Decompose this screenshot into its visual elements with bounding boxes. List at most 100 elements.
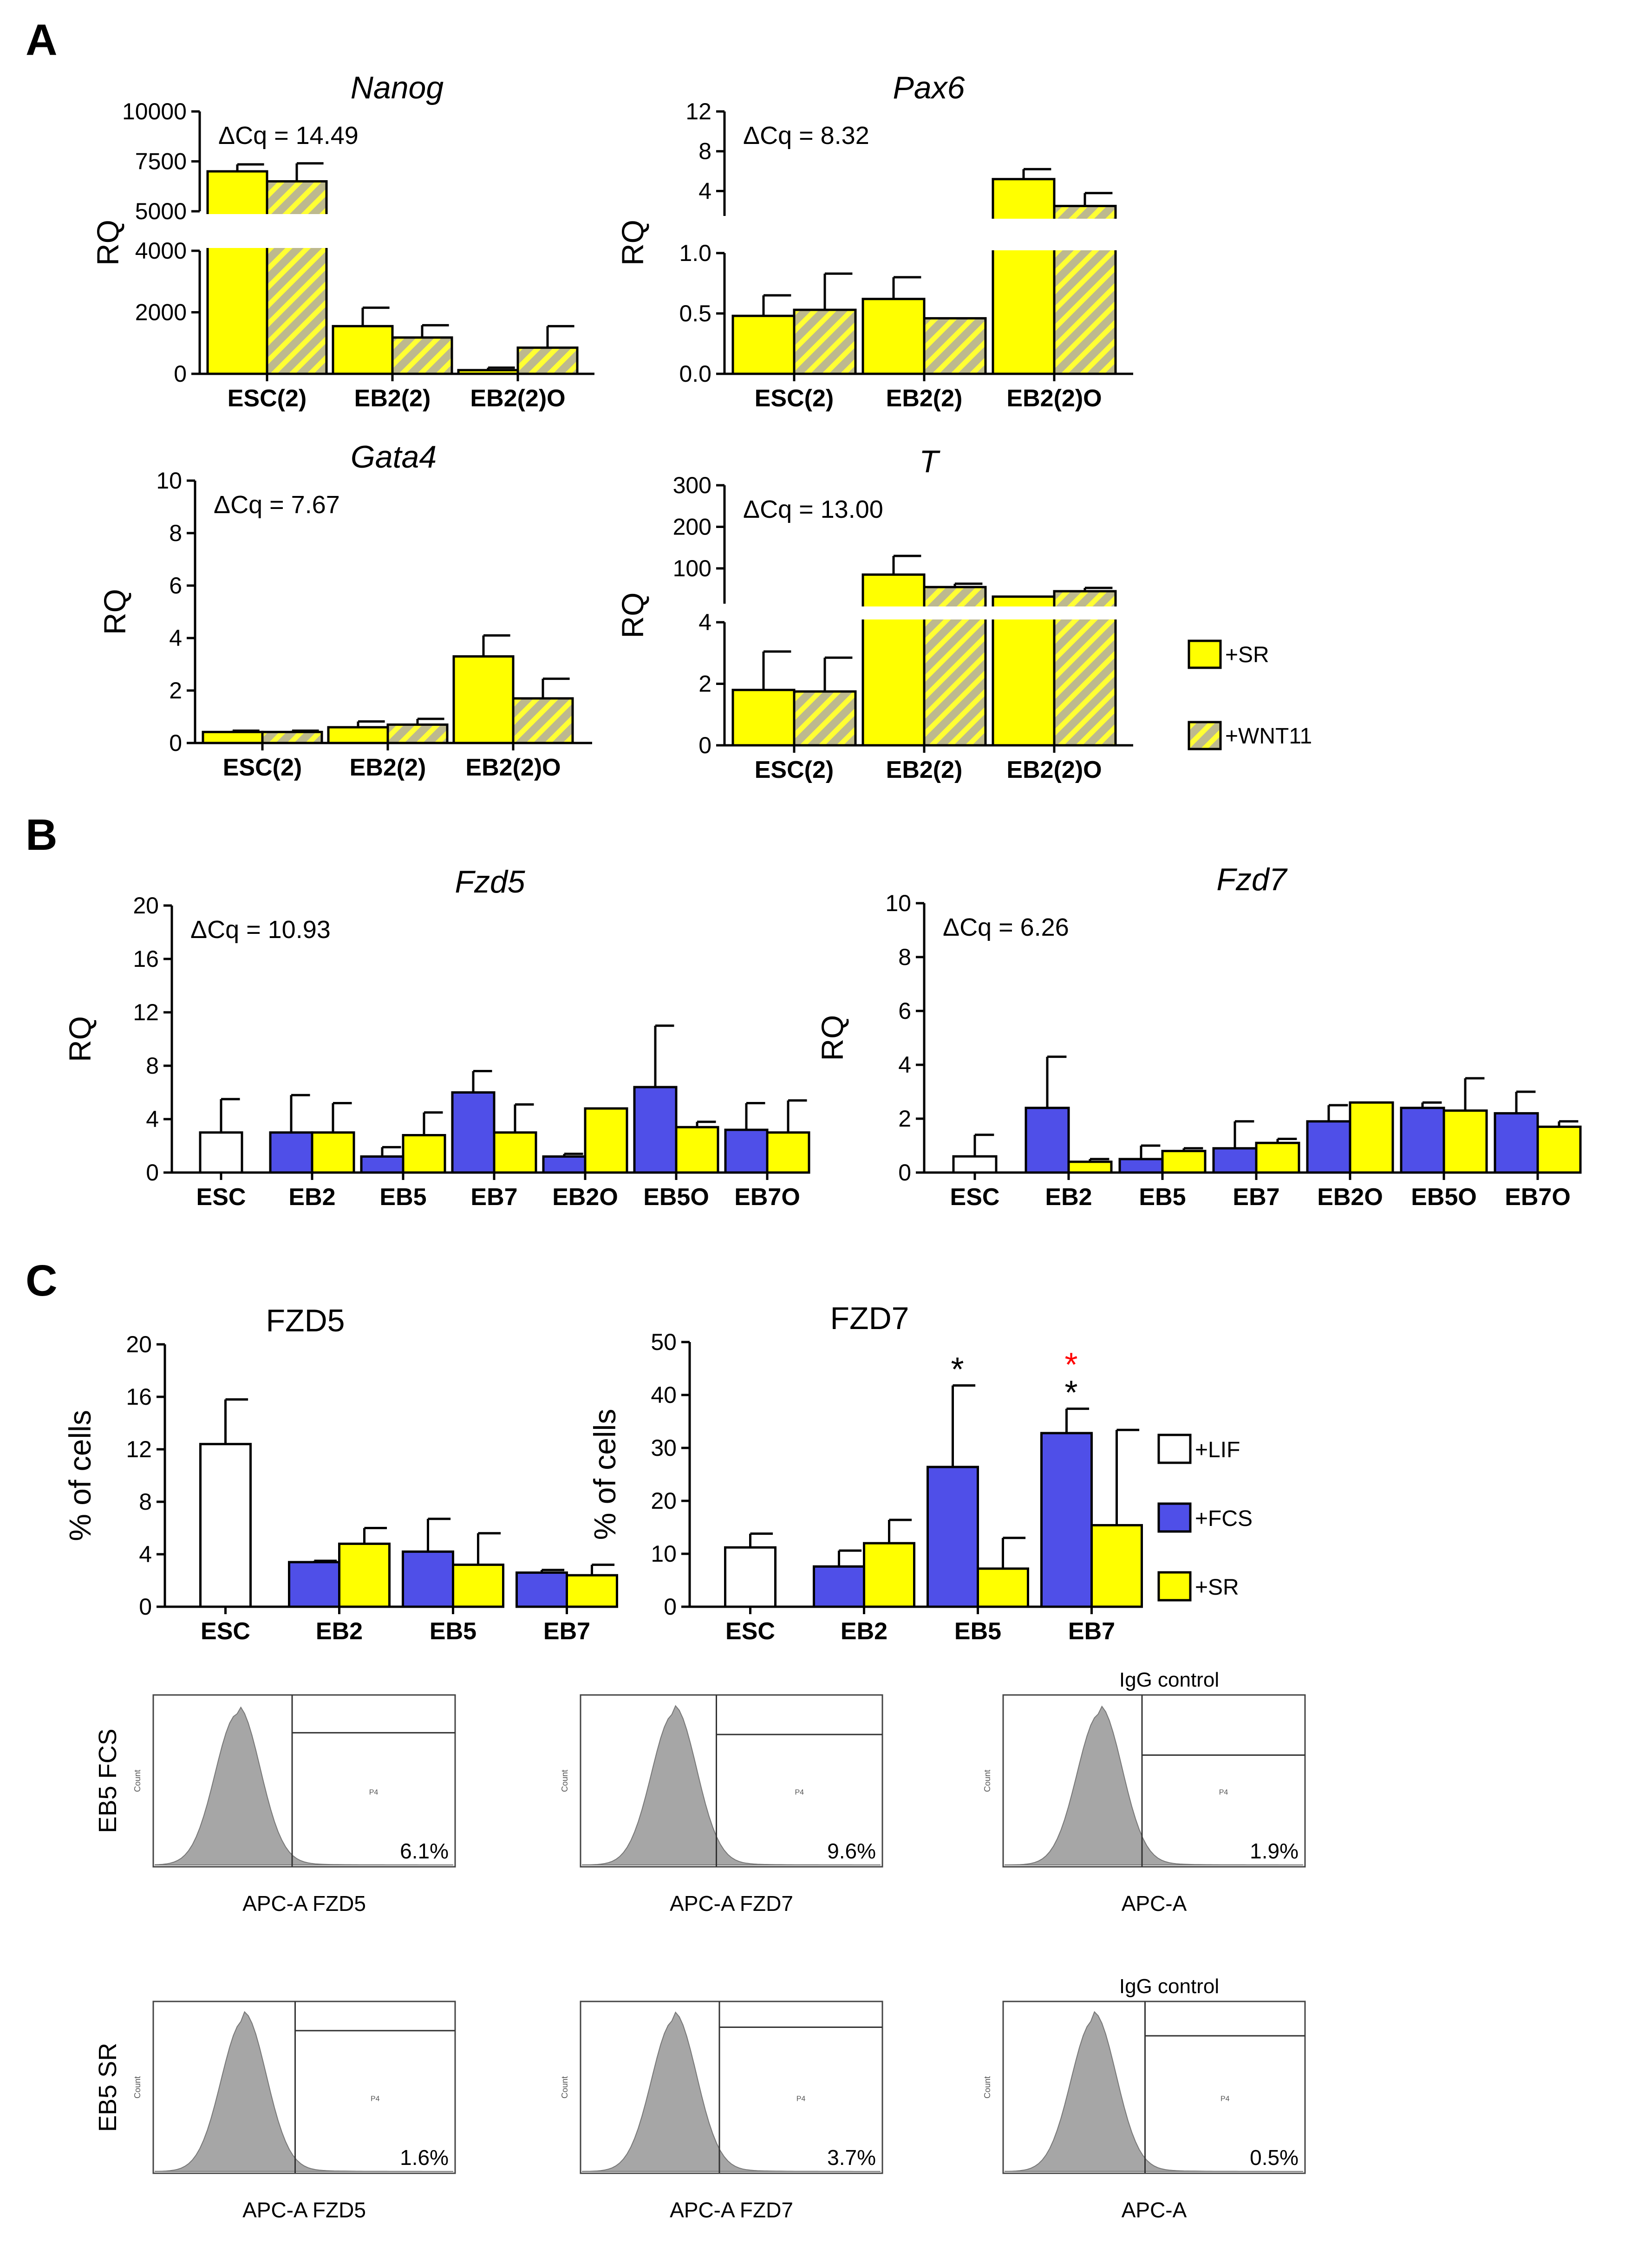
bar-eb5-yellow [1161, 1150, 1207, 1174]
bar-eb22-hatch [386, 723, 449, 744]
bar-eb22-hatch [923, 317, 987, 375]
x-tick-label: EB2(2) [886, 756, 963, 783]
axis-break-mask [726, 606, 1135, 619]
bar-eb2-yellow [338, 1542, 391, 1608]
axes-fzd5_rq: 0 4 8 12 16 20 ESC EB2 EB5 EB7 EB2O EB5O EB7O [133, 893, 808, 1211]
y-axis-label: RQ [98, 589, 132, 635]
flow-x-label: APC-A FZD5 [242, 2198, 366, 2222]
x-tick-label: EB5O [643, 1184, 709, 1211]
bar-esc2-hatch [793, 690, 857, 747]
y-tick-label: 10000 [122, 98, 187, 124]
y-tick-label: 4 [698, 178, 711, 204]
x-tick-label: ESC(2) [755, 385, 834, 412]
y-axis-label: RQ [91, 220, 125, 266]
bar-eb2o-yellow [1349, 1101, 1394, 1174]
x-tick-label: EB7 [543, 1618, 590, 1645]
legend-label: +LIF [1195, 1438, 1240, 1462]
y-tick-label: 40 [651, 1382, 677, 1408]
bar-eb7-yellow [1255, 1141, 1300, 1174]
bar-eb5-yellow [452, 1564, 504, 1608]
y-tick-label: 8 [146, 1053, 159, 1079]
bar-esc-white [724, 1546, 777, 1608]
bar-eb2-blue [288, 1561, 340, 1608]
y-tick-label: 0 [898, 1160, 911, 1186]
y-axis-label: % of cells [63, 1410, 97, 1541]
x-tick-label: EB2(2) [886, 385, 963, 412]
panel-letter-c: C [26, 1256, 58, 1305]
y-tick-label: 200 [673, 514, 711, 540]
x-tick-label: ESC [725, 1618, 775, 1645]
bar-eb7-blue [1212, 1147, 1258, 1174]
x-tick-label: EB2(2)O [465, 754, 561, 781]
y-tick-label: 4 [698, 609, 711, 635]
bars-t [731, 554, 1117, 747]
x-tick-label: EB7 [1233, 1184, 1279, 1211]
axis-break-mask [201, 214, 596, 248]
bar-esc2-hatch [261, 730, 323, 744]
bar-eb22-yellow [332, 325, 394, 375]
x-tick-label: EB7O [734, 1184, 800, 1211]
bars-fzd7_rq [952, 1056, 1582, 1174]
bars-pax6 [731, 168, 1117, 375]
y-tick-label: 5000 [135, 198, 187, 224]
chart-fzd5_rq: 0 4 8 12 16 20 ESC EB2 EB5 EB7 EB2O EB5O EB7O Fzd5 RQ Δ… [63, 864, 810, 1211]
bar-eb5o-yellow [1442, 1109, 1488, 1174]
x-tick-label: EB2(2) [350, 754, 426, 781]
y-tick-label: 4 [139, 1541, 152, 1567]
x-tick-label: EB5 [379, 1184, 426, 1211]
bar-eb22-hatch [391, 336, 453, 375]
bar-esc2-hatch [266, 180, 328, 375]
y-tick-label: 8 [139, 1489, 152, 1515]
bar-esc2-yellow [731, 689, 796, 747]
y-tick-label: 20 [126, 1331, 152, 1357]
significance-star: * [1064, 1347, 1077, 1384]
significance-star: * [951, 1351, 964, 1388]
axis-break-mask [726, 219, 1135, 250]
axes-gata4: 0 2 4 6 8 10 ESC(2) EB2(2) EB2(2)O [156, 468, 592, 781]
chart-nanog: 0 2000 4000 5000 7500 10000 ESC(2) EB2(2) EB2(2)… [91, 70, 596, 412]
chart-t: 0 2 4 100 200 300 ESC(2) EB2(2) EB2(2)O T RQ ΔCq = … [615, 444, 1135, 783]
y-tick-label: 100 [673, 555, 711, 581]
bar-eb22-yellow [327, 726, 389, 744]
legend-label: +SR [1195, 1575, 1239, 1600]
bar-eb5-blue [402, 1550, 454, 1608]
bar-esc2-yellow [731, 314, 796, 375]
delta-cq-label: ΔCq = 6.26 [943, 913, 1069, 941]
histogram-curve [155, 1706, 453, 1865]
x-tick-label: ESC(2) [223, 754, 302, 781]
bar-eb22-yellow [861, 298, 926, 375]
y-tick-label: 16 [133, 946, 159, 972]
x-tick-label: EB2O [552, 1184, 618, 1211]
chart-pax6: 0.0 0.5 1.0 4 8 12 ESC(2) EB2(2) EB2(2)O Pax6 RQ ΔC… [615, 70, 1135, 412]
gate-label: P4 [795, 1789, 804, 1797]
axes-nanog: 0 2000 4000 5000 7500 10000 ESC(2) EB2(2) EB2(2)… [122, 98, 594, 412]
axes-fzd5_pct: 0 4 8 12 16 20 ESC EB2 EB5 EB7 [126, 1331, 590, 1645]
count-axis-label: Count [983, 2076, 992, 2099]
flow-plot: P4 Count 3.7% APC-A FZD7 [560, 2001, 883, 2222]
histogram-curve [1005, 1705, 1303, 1865]
y-axis-label: RQ [615, 593, 650, 639]
bar-eb22o-yellow [992, 178, 1056, 375]
bar-eb2o-yellow [584, 1107, 628, 1174]
bar-esc2-yellow [206, 170, 268, 375]
gate-percent: 0.5% [1250, 2145, 1299, 2170]
bar-esc2-yellow [202, 730, 264, 744]
y-tick-label: 1.0 [679, 240, 711, 266]
bars-fzd5_rq [199, 1024, 810, 1174]
chart-title: Fzd7 [1216, 862, 1287, 897]
x-tick-label: EB7O [1505, 1184, 1571, 1211]
y-tick-label: 30 [651, 1435, 677, 1461]
gate-percent: 1.9% [1250, 1839, 1299, 1863]
chart-fzd5_pct: 0 4 8 12 16 20 ESC EB2 EB5 EB7 FZD5 % of cells [63, 1303, 618, 1645]
chart-fzd7_rq: 0 2 4 6 8 10 ESC EB2 EB5 EB7 EB2O EB5O EB7O Fzd7 RQ ΔCq… [815, 862, 1582, 1211]
legend-label: +SR [1225, 643, 1269, 667]
flow-x-label: APC-A FZD5 [242, 1891, 366, 1916]
y-tick-label: 0 [664, 1594, 677, 1620]
bar-eb2-blue [813, 1565, 865, 1608]
y-tick-label: 2 [698, 671, 711, 697]
y-tick-label: 6 [898, 998, 911, 1024]
axes-t: 0 2 4 100 200 300 ESC(2) EB2(2) EB2(2)O [673, 472, 1133, 783]
x-tick-label: EB2O [1317, 1184, 1383, 1211]
legends-layer: +SR +WNT11 +LIF +FCS +SR [1157, 639, 1312, 1602]
